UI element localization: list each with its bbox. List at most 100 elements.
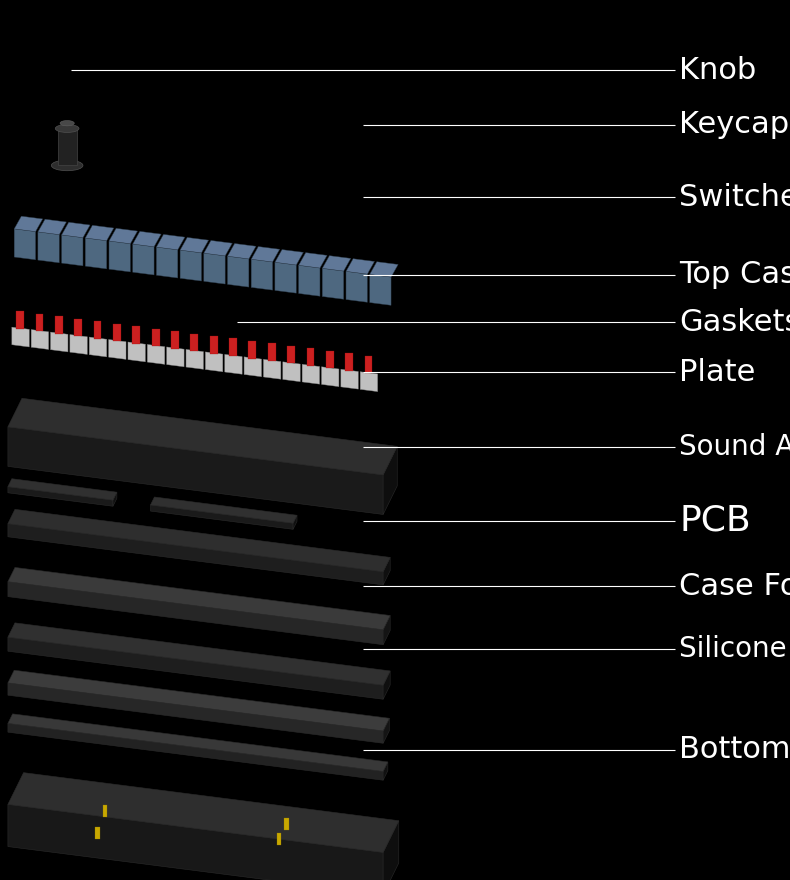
- Polygon shape: [8, 637, 383, 700]
- Bar: [190, 334, 198, 351]
- Text: Case Foam: Case Foam: [679, 572, 790, 600]
- Bar: [74, 319, 82, 336]
- Bar: [16, 312, 24, 329]
- Bar: [103, 805, 107, 817]
- Polygon shape: [275, 250, 303, 265]
- Polygon shape: [180, 238, 209, 253]
- Bar: [307, 348, 314, 366]
- Bar: [345, 354, 353, 371]
- Polygon shape: [31, 330, 48, 349]
- Polygon shape: [299, 253, 327, 268]
- Polygon shape: [14, 229, 36, 260]
- Bar: [276, 833, 281, 845]
- Text: Silicone Gaskets: Silicone Gaskets: [679, 635, 790, 664]
- Bar: [268, 343, 276, 361]
- Bar: [36, 313, 43, 331]
- Polygon shape: [322, 268, 344, 299]
- Polygon shape: [383, 762, 388, 781]
- Polygon shape: [360, 371, 378, 392]
- Polygon shape: [133, 244, 154, 275]
- Polygon shape: [341, 370, 359, 389]
- Polygon shape: [150, 505, 293, 530]
- Polygon shape: [205, 352, 223, 371]
- Bar: [132, 326, 140, 344]
- Polygon shape: [346, 259, 374, 274]
- Bar: [364, 356, 372, 373]
- Text: Sound Absorbing Foam: Sound Absorbing Foam: [679, 433, 790, 461]
- Text: Gaskets: Gaskets: [679, 308, 790, 336]
- Polygon shape: [228, 256, 249, 287]
- Polygon shape: [322, 256, 351, 271]
- Polygon shape: [251, 260, 273, 290]
- Polygon shape: [8, 714, 388, 772]
- Polygon shape: [8, 773, 399, 853]
- Polygon shape: [302, 364, 319, 385]
- Polygon shape: [108, 340, 126, 359]
- Polygon shape: [228, 244, 256, 259]
- Polygon shape: [383, 557, 390, 585]
- Polygon shape: [62, 223, 90, 238]
- Polygon shape: [38, 219, 66, 235]
- Polygon shape: [383, 671, 390, 700]
- Polygon shape: [12, 327, 29, 347]
- Polygon shape: [70, 334, 87, 355]
- Polygon shape: [58, 128, 77, 165]
- Bar: [152, 328, 160, 346]
- Bar: [326, 351, 333, 369]
- Polygon shape: [224, 355, 242, 374]
- Polygon shape: [383, 446, 397, 515]
- Polygon shape: [8, 671, 389, 731]
- Polygon shape: [186, 349, 204, 370]
- Bar: [248, 341, 256, 358]
- Bar: [229, 339, 237, 356]
- Polygon shape: [283, 362, 300, 382]
- Polygon shape: [133, 231, 161, 246]
- Polygon shape: [62, 235, 83, 266]
- Polygon shape: [8, 510, 390, 572]
- Bar: [171, 331, 179, 348]
- Polygon shape: [346, 271, 367, 302]
- Polygon shape: [85, 238, 107, 269]
- Polygon shape: [8, 683, 383, 744]
- Polygon shape: [370, 261, 398, 277]
- Polygon shape: [8, 479, 117, 500]
- Bar: [209, 336, 217, 354]
- Bar: [284, 818, 289, 830]
- Polygon shape: [8, 568, 390, 630]
- Polygon shape: [113, 492, 117, 506]
- Polygon shape: [150, 497, 297, 524]
- Text: Switches: Switches: [679, 183, 790, 211]
- Text: Bottom Case: Bottom Case: [679, 736, 790, 764]
- Polygon shape: [14, 216, 43, 231]
- Polygon shape: [180, 250, 201, 281]
- Polygon shape: [293, 516, 297, 530]
- Bar: [95, 827, 100, 839]
- Text: Keycaps: Keycaps: [679, 111, 790, 139]
- Polygon shape: [8, 399, 397, 475]
- Polygon shape: [8, 487, 113, 506]
- Polygon shape: [38, 232, 59, 263]
- Ellipse shape: [51, 160, 83, 171]
- Text: Plate: Plate: [679, 358, 756, 386]
- Polygon shape: [109, 241, 130, 272]
- Polygon shape: [370, 275, 391, 305]
- Polygon shape: [8, 804, 383, 880]
- Polygon shape: [156, 247, 178, 278]
- Polygon shape: [322, 367, 339, 386]
- Polygon shape: [383, 718, 389, 744]
- Polygon shape: [204, 253, 225, 284]
- Polygon shape: [8, 582, 383, 645]
- Polygon shape: [128, 342, 145, 362]
- Text: Knob: Knob: [679, 56, 757, 84]
- Polygon shape: [156, 234, 185, 250]
- Text: PCB: PCB: [679, 504, 751, 538]
- Polygon shape: [8, 723, 383, 781]
- Polygon shape: [299, 265, 320, 297]
- Polygon shape: [244, 357, 261, 377]
- Bar: [55, 316, 62, 334]
- Polygon shape: [8, 524, 383, 585]
- Polygon shape: [148, 344, 165, 364]
- Ellipse shape: [60, 121, 74, 126]
- Ellipse shape: [55, 124, 79, 132]
- Polygon shape: [109, 228, 137, 244]
